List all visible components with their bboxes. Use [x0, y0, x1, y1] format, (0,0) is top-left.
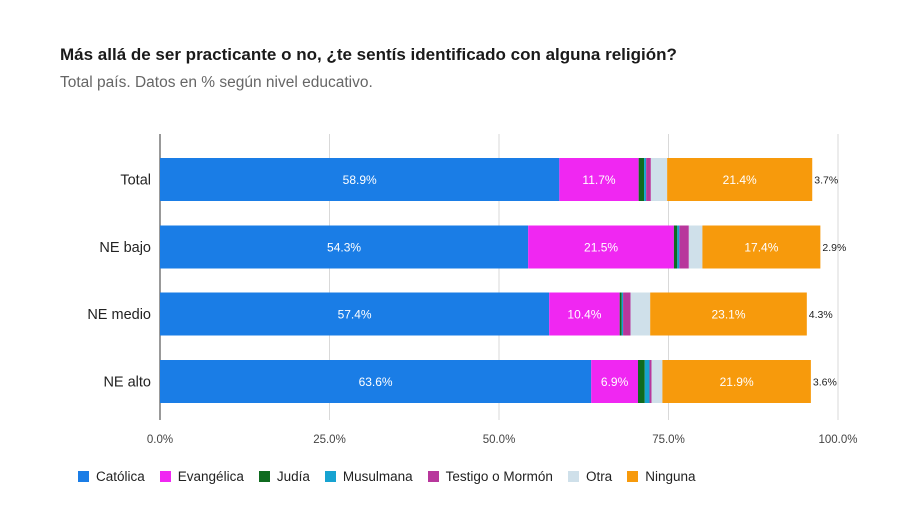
bar-segment: [651, 360, 663, 403]
bar-segment: [528, 225, 674, 269]
legend-swatch: [427, 471, 439, 482]
bar-segment: [591, 360, 638, 403]
chart-subtitle: Total país. Datos en % según nivel educa…: [60, 74, 373, 91]
data-label: 23.1%: [711, 308, 745, 322]
x-tick-label: 0.0%: [147, 434, 173, 446]
category-label: Total: [120, 173, 151, 189]
bar-segment: [638, 158, 645, 201]
legend-label: Testigo o Mormón: [445, 469, 553, 484]
bar-segment: [160, 158, 560, 201]
x-tick-label: 25.0%: [313, 434, 346, 446]
bar-segment: [650, 292, 807, 336]
data-label: 57.4%: [338, 308, 372, 322]
legend-item: Católica: [78, 469, 145, 484]
legend-swatch: [78, 471, 89, 482]
legend-label: Católica: [96, 469, 145, 484]
bar-segment: [679, 225, 689, 269]
bar-segment: [621, 292, 624, 336]
legend-swatch: [159, 471, 171, 482]
data-label: 21.5%: [584, 241, 618, 255]
bar-segment: [644, 360, 650, 403]
data-label: 11.7%: [582, 173, 615, 187]
legend-label: Musulmana: [342, 469, 413, 484]
bar-segment: [662, 360, 811, 403]
data-label: 6.9%: [601, 375, 629, 389]
bar-segment: [702, 225, 821, 269]
data-label: 17.4%: [744, 241, 778, 255]
bar-segment: [673, 225, 678, 269]
x-tick-label: 100.0%: [818, 434, 857, 446]
end-label: 4.3%: [809, 309, 833, 321]
category-label: NE medio: [87, 307, 151, 323]
legend-swatch: [627, 471, 639, 482]
chart-title: Más allá de ser practicante o no, ¿te se…: [60, 45, 677, 64]
data-label: 21.9%: [720, 375, 754, 389]
legend-label: Evangélica: [177, 469, 244, 484]
x-tick-label: 75.0%: [652, 434, 685, 446]
data-label: 58.9%: [343, 173, 377, 187]
bar-segment: [160, 360, 592, 403]
bar-segment: [667, 158, 813, 201]
legend-item: Musulmana: [324, 469, 413, 484]
chart-legend: Católica Evangélica Judía Musulmana Testigo …: [78, 469, 711, 484]
bar-segment: [623, 292, 631, 336]
legend-item: Testigo o Mormón: [427, 469, 553, 484]
data-label: 63.6%: [359, 375, 393, 389]
end-label: 3.7%: [814, 175, 838, 187]
data-label: 21.4%: [723, 173, 757, 187]
end-label: 2.9%: [822, 242, 846, 254]
legend-label: Ninguna: [645, 469, 696, 484]
legend-label: Otra: [585, 469, 613, 484]
legend-item: Judía: [258, 469, 310, 484]
bar-segment: [630, 292, 651, 336]
category-label: NE bajo: [99, 240, 151, 256]
bar-segment: [160, 292, 550, 336]
bar-segment: [637, 360, 645, 403]
bar-segment: [160, 225, 529, 269]
bar-segment: [646, 158, 651, 201]
bar-segment: [650, 158, 668, 201]
category-label: NE alto: [103, 375, 151, 391]
bar-segment: [619, 292, 622, 336]
legend-item: Ninguna: [627, 469, 696, 484]
legend-label: Judía: [276, 469, 310, 484]
bar-segment: [677, 225, 680, 269]
legend-swatch: [567, 471, 579, 482]
data-label: 54.3%: [327, 241, 361, 255]
x-tick-label: 50.0%: [483, 434, 516, 446]
data-label: 10.4%: [567, 308, 601, 322]
bar-segment: [649, 360, 652, 403]
legend-item: Otra: [567, 469, 613, 484]
legend-swatch: [324, 471, 336, 482]
bar-segment: [549, 292, 620, 336]
end-label: 3.6%: [813, 377, 837, 389]
legend-swatch: [258, 471, 270, 482]
legend-item: Evangélica: [159, 469, 244, 484]
stacked-bar-chart: 0.0% 25.0% 50.0% 75.0% 100.0% Total 58.9% 11.7%…: [87, 134, 858, 446]
bar-segment: [644, 158, 647, 201]
bar-segment: [688, 225, 703, 269]
bar-segment: [559, 158, 639, 201]
